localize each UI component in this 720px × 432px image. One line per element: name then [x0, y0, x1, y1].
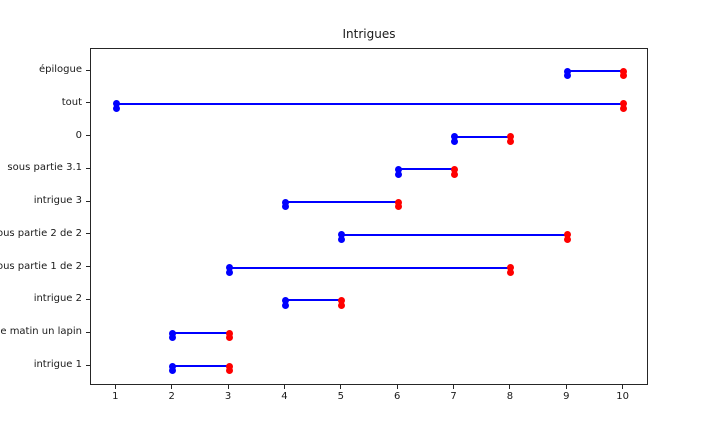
range-line	[341, 233, 568, 236]
start-marker	[281, 301, 289, 309]
y-tick-mark	[86, 266, 90, 268]
range-line	[285, 201, 399, 204]
x-tick-label: 8	[506, 391, 514, 402]
start-marker	[563, 67, 571, 75]
range-line	[172, 332, 230, 335]
start-marker	[169, 329, 177, 337]
x-tick-mark	[171, 385, 173, 389]
y-tick-mark	[86, 69, 90, 71]
end-marker	[563, 236, 571, 244]
y-tick-label: ous partie 1 de 2	[0, 260, 82, 272]
x-tick-label: 10	[616, 391, 629, 402]
x-tick-mark	[114, 385, 116, 389]
plot-area	[90, 48, 648, 385]
start-marker	[169, 367, 177, 375]
end-marker	[620, 72, 628, 80]
x-tick-mark	[453, 385, 455, 389]
end-marker	[225, 329, 233, 337]
start-marker	[281, 198, 289, 206]
y-tick-mark	[86, 364, 90, 366]
end-marker	[620, 104, 628, 112]
end-marker	[394, 198, 402, 206]
x-tick-label: 9	[563, 391, 570, 402]
chart-title: Intrigues	[342, 27, 396, 41]
range-line	[172, 365, 230, 368]
x-tick-label: 4	[281, 391, 288, 402]
x-tick-label: 1	[112, 391, 119, 402]
y-tick-mark	[86, 200, 90, 202]
x-tick-label: 2	[168, 391, 175, 402]
range-line	[398, 168, 455, 171]
end-marker	[225, 362, 233, 370]
x-tick-label: 7	[450, 391, 457, 402]
start-marker	[451, 137, 459, 145]
range-line	[285, 299, 342, 302]
end-marker	[338, 301, 346, 309]
range-line	[116, 102, 624, 105]
start-marker	[338, 231, 346, 239]
x-tick-mark	[622, 385, 624, 389]
start-marker	[281, 296, 289, 304]
end-marker	[451, 165, 459, 173]
start-marker	[563, 72, 571, 80]
y-tick-mark	[86, 298, 90, 300]
start-marker	[451, 133, 459, 141]
x-tick-label: 5	[337, 391, 344, 402]
end-marker	[507, 137, 515, 145]
y-tick-label: tout	[61, 96, 82, 108]
x-tick-mark	[227, 385, 229, 389]
start-marker	[281, 203, 289, 211]
start-marker	[112, 104, 120, 112]
y-tick-label: intrigue 1	[33, 359, 82, 371]
start-marker	[169, 362, 177, 370]
y-tick-mark	[86, 167, 90, 169]
start-marker	[338, 236, 346, 244]
y-tick-mark	[86, 233, 90, 235]
x-tick-mark	[565, 385, 567, 389]
end-marker	[225, 367, 233, 375]
y-tick-label: e matin un lapin	[0, 326, 82, 338]
y-tick-label: sous partie 3.1	[7, 162, 82, 174]
end-marker	[225, 334, 233, 342]
start-marker	[169, 334, 177, 342]
range-line	[567, 70, 624, 72]
range-line	[454, 135, 511, 138]
end-marker	[338, 296, 346, 304]
x-tick-mark	[283, 385, 285, 389]
x-tick-label: 3	[224, 391, 232, 402]
y-tick-label: intrigue 2	[33, 293, 82, 305]
start-marker	[225, 268, 233, 276]
end-marker	[620, 100, 628, 108]
x-tick-label: 6	[393, 391, 401, 402]
y-tick-label: intrigue 3	[33, 195, 82, 207]
y-tick-mark	[86, 102, 90, 104]
end-marker	[507, 264, 515, 272]
end-marker	[451, 170, 459, 178]
y-tick-mark	[86, 331, 90, 333]
y-tick-label: 0	[75, 129, 82, 141]
x-tick-mark	[396, 385, 398, 389]
start-marker	[225, 264, 233, 272]
y-tick-label: épilogue	[38, 64, 82, 75]
end-marker	[620, 67, 628, 75]
x-tick-mark	[340, 385, 342, 389]
start-marker	[112, 100, 120, 108]
y-tick-label: ous partie 2 de 2	[0, 227, 82, 239]
x-tick-mark	[509, 385, 511, 389]
end-marker	[507, 133, 515, 141]
range-line	[229, 266, 511, 269]
start-marker	[394, 170, 402, 178]
end-marker	[563, 231, 571, 239]
end-marker	[394, 203, 402, 211]
start-marker	[394, 165, 402, 173]
y-tick-mark	[86, 135, 90, 137]
end-marker	[507, 268, 515, 276]
